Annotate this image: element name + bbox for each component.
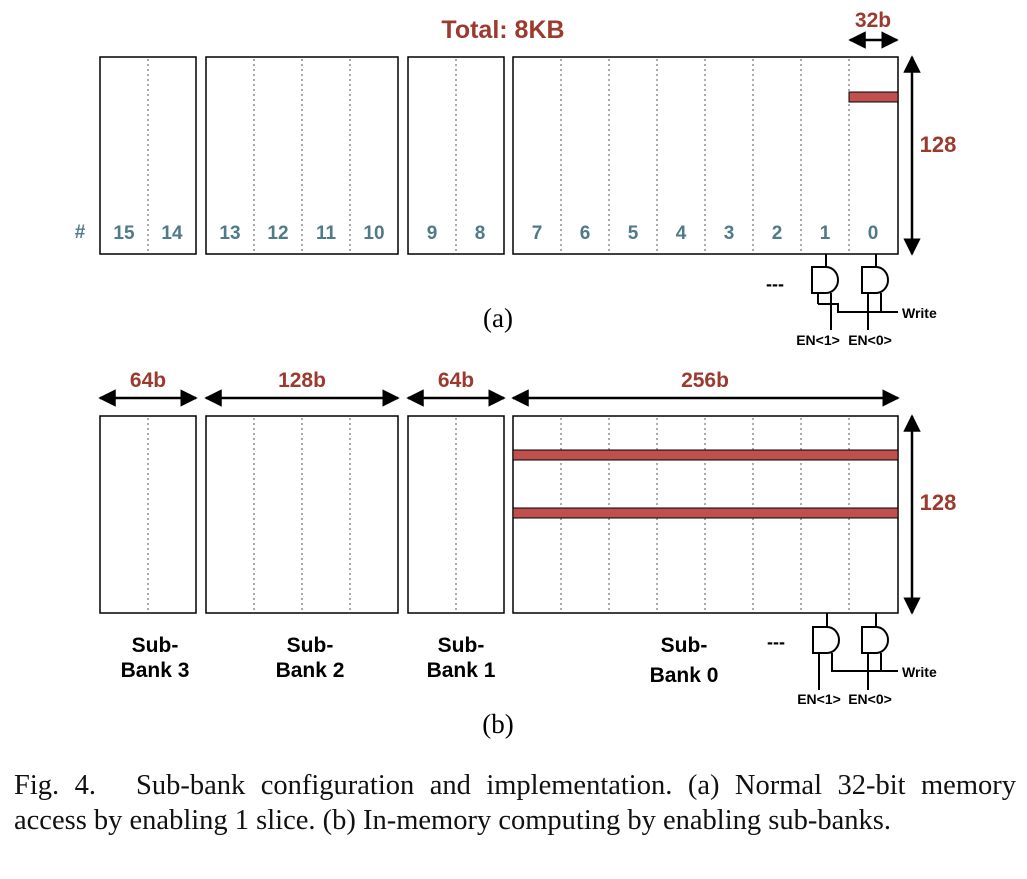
width-label-subbank-1: 64b [438, 369, 474, 392]
subbank-3-label-line1: Sub- [132, 634, 179, 657]
write-wire-b [831, 662, 898, 672]
slice-number-10: 10 [363, 223, 384, 244]
subbank-diagram: Total: 8KB 32b 128 # [75, 9, 957, 739]
and-gate-en1-b [812, 613, 840, 690]
and-gate-en1-a [811, 254, 839, 330]
write-label-b: Write [902, 664, 937, 680]
enabled-row-2 [512, 507, 899, 519]
height-label-b: 128 [920, 490, 957, 515]
subbank-3-label-line2: Bank 3 [121, 659, 190, 682]
slice-number-2: 2 [772, 223, 783, 244]
panel-label-a: (a) [483, 303, 513, 333]
write-wire-a [818, 303, 898, 313]
slice-number-14: 14 [161, 223, 183, 244]
en1-label-a: EN<1> [796, 332, 840, 348]
subbank-0-label-line2: Bank 0 [650, 664, 719, 687]
subbank-1-label-line2: Bank 1 [427, 659, 496, 682]
subbank-1-label-line1: Sub- [438, 634, 485, 657]
subbank-2-label-line1: Sub- [287, 634, 334, 657]
slice-number-1: 1 [820, 223, 831, 244]
slice-number-13: 13 [219, 223, 240, 244]
width-label-subbank-0: 256b [681, 369, 729, 392]
subbank-0-label-line1: Sub- [661, 634, 708, 657]
slice-number-4: 4 [676, 223, 687, 244]
en0-label-b: EN<0> [848, 691, 892, 707]
slice-number-8: 8 [475, 223, 486, 244]
figure-caption-prefix: Fig. 4. [14, 770, 96, 801]
row-marker: # [75, 222, 86, 243]
height-label-a: 128 [920, 132, 957, 157]
width-label-subbank-2: 128b [278, 369, 326, 392]
figure-caption: Fig. 4. Sub-bank configuration and implem… [14, 768, 1016, 838]
subbank-2-label-line2: Bank 2 [276, 659, 345, 682]
slice-dividers-a [147, 59, 850, 252]
slice-width-label: 32b [855, 9, 891, 32]
figure-caption-text: Sub-bank configuration and implementatio… [14, 770, 1016, 836]
slice-number-3: 3 [724, 223, 735, 244]
slice-number-12: 12 [267, 223, 288, 244]
panel-b: 64b 128b 64b 256b 128 Sub- [98, 369, 957, 739]
total-size-title: Total: 8KB [441, 16, 564, 44]
slice-number-9: 9 [427, 223, 438, 244]
enabled-row-1 [512, 449, 899, 461]
slice-number-6: 6 [580, 223, 591, 244]
write-label-a: Write [902, 305, 937, 321]
slice-number-15: 15 [113, 223, 135, 244]
slice-number-7: 7 [532, 223, 543, 244]
slice-number-5: 5 [628, 223, 639, 244]
enabled-slice-row [848, 91, 899, 103]
slice-number-0: 0 [868, 223, 879, 244]
ellipsis-a: --- [766, 274, 784, 294]
ellipsis-b: --- [767, 632, 785, 652]
slice-numbers: 15 14 13 12 11 10 9 8 7 6 5 4 3 2 1 0 [113, 223, 878, 244]
and-gate-en0-a [861, 254, 889, 330]
width-label-subbank-3: 64b [130, 369, 166, 392]
panel-label-b: (b) [482, 709, 513, 739]
en1-label-b: EN<1> [797, 691, 841, 707]
slice-number-11: 11 [316, 223, 337, 244]
en0-label-a: EN<0> [848, 332, 892, 348]
and-gate-en0-b [861, 613, 889, 690]
panel-a: Total: 8KB 32b 128 # [75, 9, 957, 348]
